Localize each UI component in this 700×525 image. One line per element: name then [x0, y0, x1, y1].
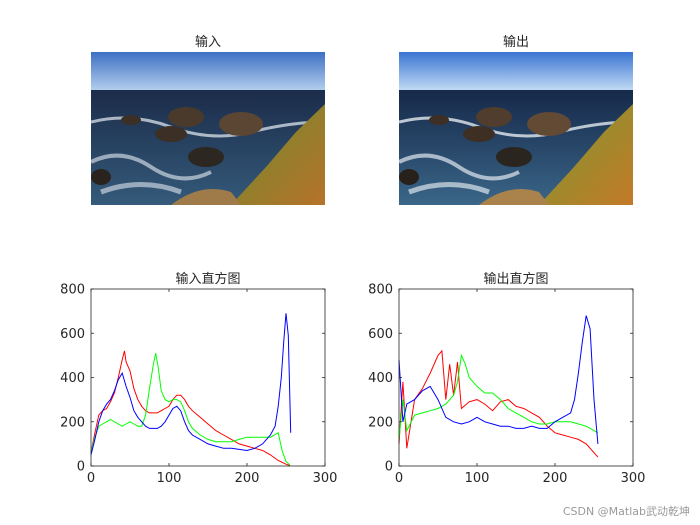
- output-image-title: 输出: [502, 35, 529, 50]
- seascape-image: [91, 52, 325, 205]
- x-tick-label: 100: [157, 471, 182, 486]
- series-line-red: [398, 349, 599, 458]
- output-hist-title: 输出直方图: [483, 272, 549, 287]
- y-tick-label: 400: [60, 371, 85, 386]
- series-line-blue: [398, 315, 599, 444]
- x-tick-label: 300: [313, 471, 338, 486]
- y-tick-label: 0: [385, 460, 393, 475]
- series-line-green: [90, 353, 291, 466]
- input-image-title: 输入: [194, 35, 221, 50]
- x-tick-label: 0: [87, 471, 95, 486]
- x-tick-label: 0: [395, 471, 403, 486]
- histogram-input: 0 100 200 300 0 200 400 600 800: [60, 283, 337, 487]
- y-tick-label: 600: [60, 327, 85, 342]
- output-photo: [399, 52, 633, 205]
- x-tick-label: 300: [621, 471, 646, 486]
- y-tick-label: 600: [368, 327, 393, 342]
- watermark: CSDN @Matlab武动乾坤: [562, 505, 690, 518]
- input-photo: [91, 52, 325, 205]
- histogram-output: 0 100 200 300 0 200 400 600 800: [368, 283, 645, 487]
- y-tick-label: 0: [77, 460, 85, 475]
- x-tick-label: 200: [543, 471, 568, 486]
- y-tick-label: 200: [60, 415, 85, 430]
- series-line-green: [398, 353, 599, 440]
- y-tick-label: 800: [60, 283, 85, 298]
- y-tick-label: 200: [368, 415, 393, 430]
- x-tick-label: 100: [465, 471, 490, 486]
- x-tick-label: 200: [235, 471, 260, 486]
- y-tick-label: 800: [368, 283, 393, 298]
- series-line-blue: [90, 313, 292, 456]
- series-line-red: [90, 350, 291, 467]
- y-tick-label: 400: [368, 371, 393, 386]
- input-hist-title: 输入直方图: [175, 272, 241, 287]
- seascape-image: [399, 52, 633, 205]
